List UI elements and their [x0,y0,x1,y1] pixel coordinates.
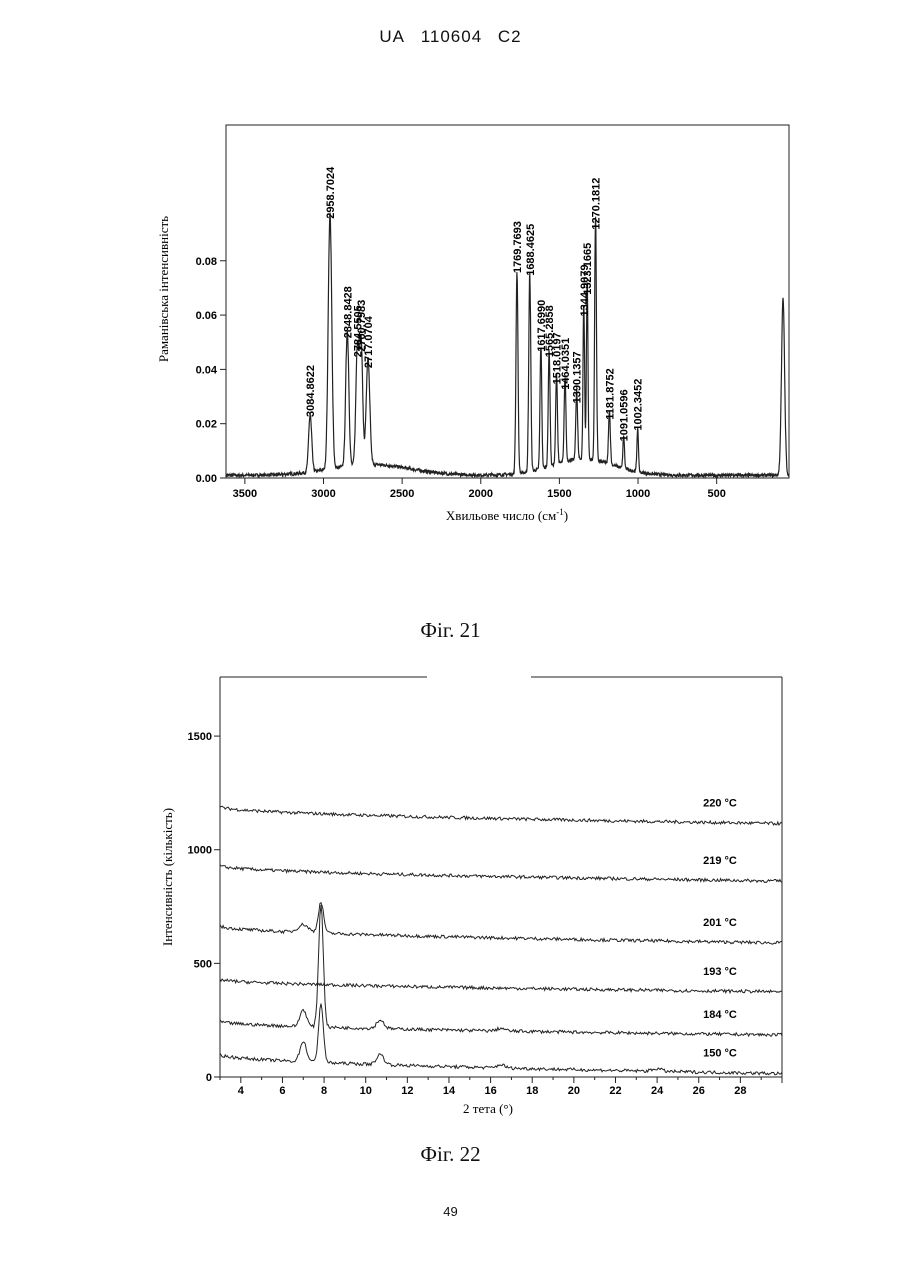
raman-plot-frame [226,125,789,478]
xrpd-series-line [220,865,782,883]
raman-peak-label: 1091.0596 [619,389,631,441]
xrpd-x-tick-label: 16 [484,1085,496,1097]
raman-peak-label: 3084.8622 [305,365,317,417]
xrpd-x-tick-label: 12 [401,1085,413,1097]
xrpd-x-tick-label: 18 [526,1085,538,1097]
xrpd-series-line [220,806,782,825]
raman-peak-label: 1270.1812 [591,178,603,230]
raman-peak-label: 1390.1357 [572,351,584,403]
figure-22-caption: Фіг. 22 [0,1142,901,1167]
xrpd-series-line [220,1004,782,1075]
xrpd-series-label: 184 °C [703,1009,737,1021]
xrpd-y-axis-label: Інтенсивність (кількість) [160,808,175,946]
raman-y-tick-label: 0.06 [196,310,217,322]
xrpd-y-tick-label: 1000 [188,845,212,857]
raman-x-tick-label: 1000 [626,488,650,500]
xrpd-series-line [220,903,782,945]
raman-y-axis-label: Раманівська інтенсивність [156,216,171,362]
xrpd-x-axis-label: 2 тета (°) [463,1101,513,1116]
raman-peak-label: 1323.1665 [582,243,594,295]
xrpd-x-tick-label: 4 [238,1085,245,1097]
xrpd-series-label: 220 °C [703,798,737,810]
xrpd-x-tick-label: 24 [651,1085,664,1097]
raman-spectrum-chart: 0.00 0.02 0.04 0.06 0.08 3500 3000 2500 2000 150… [0,0,901,560]
raman-peak-label: 2717.0704 [363,315,375,368]
raman-peak-label: 1464.0351 [560,338,572,390]
xrpd-series-line [220,979,782,993]
raman-x-tick-label: 2500 [390,488,414,500]
xrpd-series-label: 150 °C [703,1048,737,1060]
raman-peak-label: 1181.8752 [604,368,616,419]
raman-spectrum-line [226,214,789,477]
raman-peak-label: 1002.3452 [633,379,645,431]
raman-x-tick-label: 500 [707,488,725,500]
page-number: 49 [0,1204,901,1219]
raman-x-tick-label: 1500 [547,488,571,500]
raman-y-tick-label: 0.08 [196,256,217,268]
xrpd-x-tick-label: 6 [279,1085,285,1097]
xrpd-x-tick-label: 20 [568,1085,580,1097]
xrpd-series-label: 219 °C [703,855,737,867]
xrpd-x-tick-label: 22 [609,1085,621,1097]
raman-x-tick-label: 2000 [469,488,493,500]
xrpd-variable-temperature-chart: 0 500 1000 1500 4 6 8 10 12 14 16 18 20 22 24 26 28 220… [0,600,901,1160]
raman-y-tick-label: 0.02 [196,419,217,431]
xrpd-x-tick-label: 14 [443,1085,456,1097]
xrpd-y-tick-label: 0 [206,1072,212,1084]
xrpd-x-tick-label: 10 [360,1085,372,1097]
xrpd-y-tick-label: 1500 [188,731,212,743]
raman-x-tick-label: 3000 [311,488,335,500]
raman-peak-label: 1769.7693 [512,221,524,273]
xrpd-series-line [220,905,782,1036]
raman-y-tick-label: 0.00 [196,473,217,485]
xrpd-x-tick-label: 26 [693,1085,705,1097]
raman-peak-label: 1688.4625 [525,224,537,276]
xrpd-x-tick-label: 8 [321,1085,327,1097]
xrpd-y-tick-label: 500 [194,958,212,970]
raman-peak-label: 2958.7024 [325,166,337,219]
xrpd-series-label: 201 °C [703,917,737,929]
raman-y-tick-label: 0.04 [196,364,218,376]
xrpd-x-tick-label: 28 [734,1085,746,1097]
xrpd-series-label: 193 °C [703,966,737,978]
raman-x-tick-label: 3500 [233,488,257,500]
raman-x-axis-label: Хвильове число (см-1) [446,507,568,523]
